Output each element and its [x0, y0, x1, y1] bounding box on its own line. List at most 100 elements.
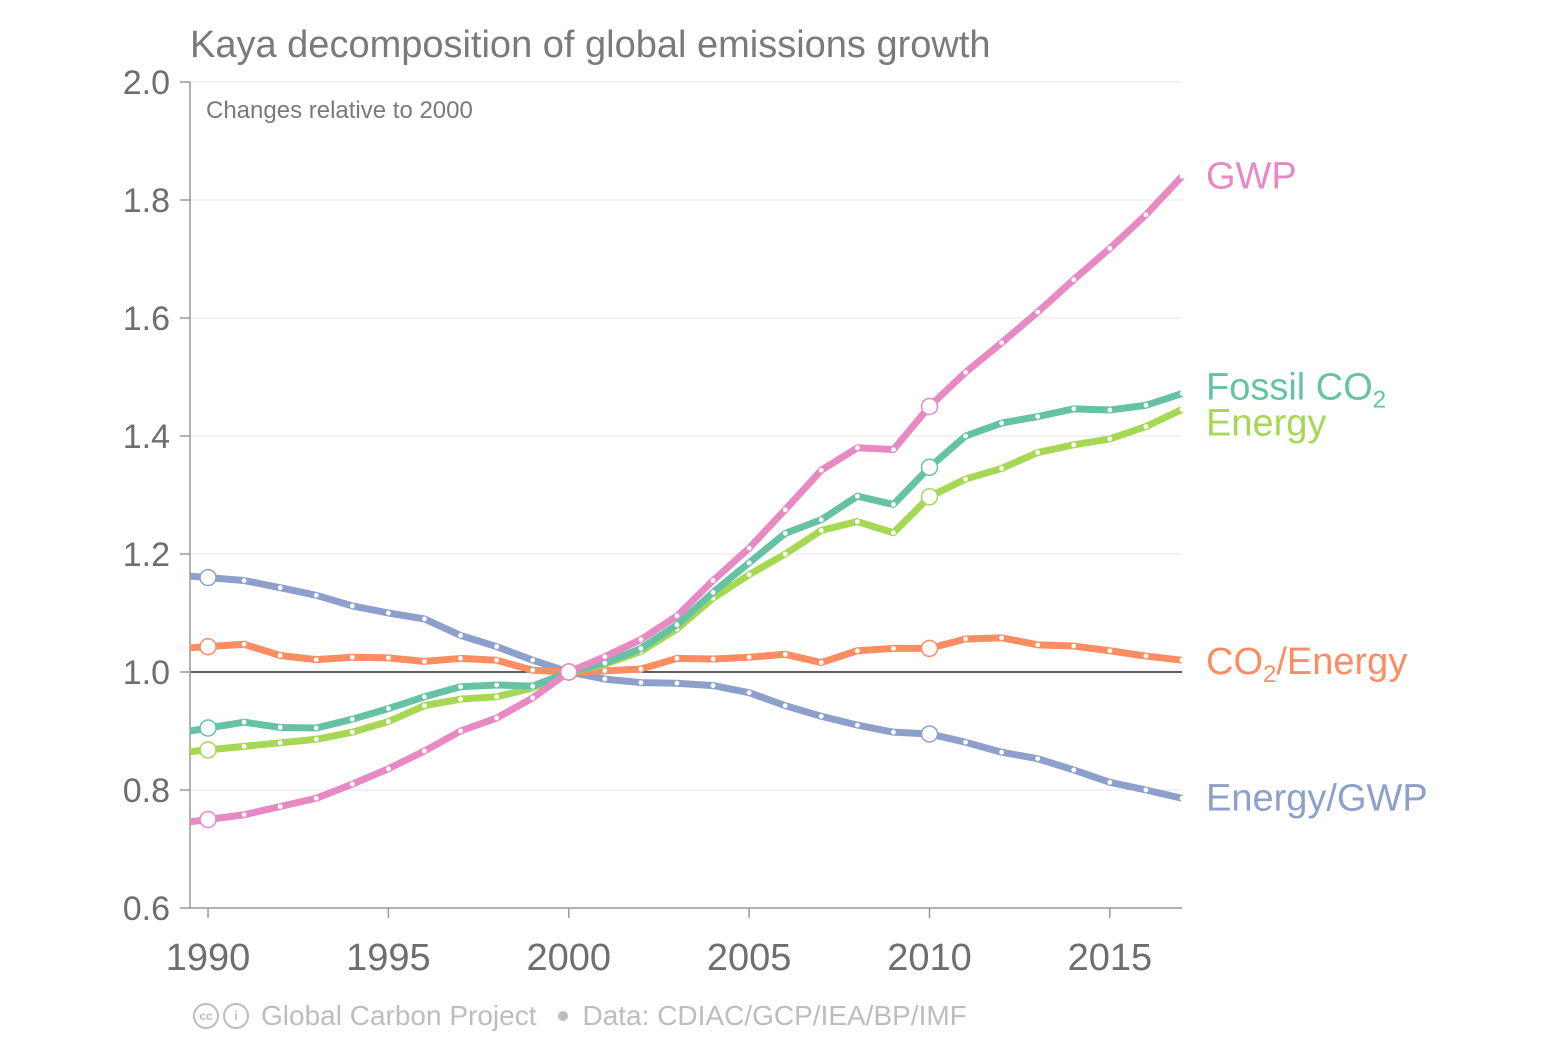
series-label: Energy: [1206, 402, 1326, 444]
data-point: [458, 728, 463, 734]
data-point: [241, 641, 247, 647]
data-point: [674, 680, 680, 686]
x-tick-label: 1995: [346, 937, 431, 979]
footer-project: Global Carbon Project: [261, 1000, 537, 1031]
data-point: [638, 666, 644, 672]
series-label: Fossil CO2: [1206, 367, 1386, 414]
highlight-point: [920, 639, 939, 658]
data-point: [746, 545, 752, 551]
data-point: [891, 502, 896, 507]
data-point: [458, 633, 463, 638]
y-tick-label: 1.6: [123, 300, 170, 338]
data-point: [1071, 406, 1077, 412]
series-label: Energy/GWP: [1206, 777, 1428, 819]
chart-title: Kaya decomposition of global emissions g…: [190, 24, 991, 66]
data-point: [494, 644, 500, 650]
grid-layer: [190, 81, 1182, 909]
data-point: [494, 715, 500, 721]
data-point: [349, 729, 355, 735]
data-point: [854, 722, 860, 728]
axis-layer: 0.6 0.8 1.0 1.2 1.4 1.6 1.8 2.0 1990 1995 2000 2005…: [123, 64, 1182, 979]
data-point: [422, 694, 427, 700]
data-point: [422, 703, 427, 709]
data-point: [782, 551, 788, 557]
data-point: [602, 676, 608, 682]
x-tick-label: 2000: [526, 937, 611, 979]
data-point: [1035, 414, 1041, 419]
data-point: [746, 690, 752, 696]
data-point: [854, 493, 860, 499]
data-point: [1179, 174, 1185, 179]
highlight-point: [920, 397, 939, 416]
data-point: [386, 719, 391, 724]
data-point: [710, 578, 716, 583]
data-point: [1107, 436, 1113, 442]
data-point: [674, 656, 680, 661]
data-point: [349, 716, 355, 722]
series-layer: [189, 174, 1185, 829]
data-point: [277, 740, 283, 746]
data-point: [963, 476, 968, 482]
data-point: [241, 578, 247, 583]
data-point: [746, 572, 752, 578]
data-point: [277, 585, 283, 591]
data-point: [422, 616, 427, 622]
data-point: [494, 694, 500, 700]
data-point: [1107, 779, 1113, 785]
data-point: [710, 683, 716, 688]
data-point: [313, 657, 319, 663]
data-point: [891, 729, 896, 735]
highlight-point: [560, 663, 578, 681]
data-point: [386, 655, 391, 661]
data-point: [999, 635, 1005, 641]
highlight-point: [199, 810, 217, 829]
data-point: [277, 725, 283, 730]
x-tick-label: 1990: [166, 937, 251, 979]
data-point: [710, 589, 716, 595]
data-point: [530, 683, 536, 689]
data-point: [963, 636, 968, 642]
series-line-energy: [189, 406, 1184, 756]
data-point: [963, 739, 968, 745]
data-point: [277, 653, 283, 658]
y-tick-label: 1.2: [123, 536, 170, 574]
data-point: [818, 660, 824, 665]
y-tick-label: 1.0: [123, 654, 170, 692]
data-point: [818, 713, 824, 719]
data-point: [458, 656, 463, 661]
attribution-icon: i: [223, 1003, 249, 1029]
data-point: [386, 610, 391, 616]
y-tick-label: 2.0: [123, 64, 170, 102]
data-point: [1179, 407, 1185, 412]
y-tick-label: 0.6: [123, 890, 170, 928]
data-point: [1143, 402, 1149, 408]
data-point: [1035, 756, 1041, 762]
data-point: [349, 654, 355, 660]
data-point: [602, 654, 608, 660]
data-point: [963, 433, 968, 439]
data-point: [674, 613, 680, 619]
data-point: [999, 420, 1005, 426]
data-point: [1071, 442, 1077, 448]
data-point: [602, 660, 608, 666]
x-tick-label: 2010: [887, 937, 972, 979]
data-point: [494, 657, 500, 663]
data-point: [349, 781, 355, 787]
data-point: [313, 592, 319, 598]
data-point: [1143, 212, 1149, 218]
data-point: [349, 603, 355, 609]
creative-commons-icon: cc: [193, 1003, 219, 1029]
data-point: [1143, 424, 1149, 429]
data-point: [674, 622, 680, 628]
data-point: [746, 560, 752, 566]
data-point: [1107, 407, 1113, 413]
data-point: [638, 646, 644, 651]
highlight-point: [199, 719, 217, 737]
data-point: [313, 725, 319, 731]
data-point: [1035, 309, 1041, 315]
x-tick-label: 2005: [707, 937, 792, 979]
data-point: [422, 748, 427, 754]
footer-credit: cc i Global Carbon Project Data: CDIAC/G…: [193, 1000, 967, 1032]
chart-subtitle: Changes relative to 2000: [206, 97, 473, 124]
